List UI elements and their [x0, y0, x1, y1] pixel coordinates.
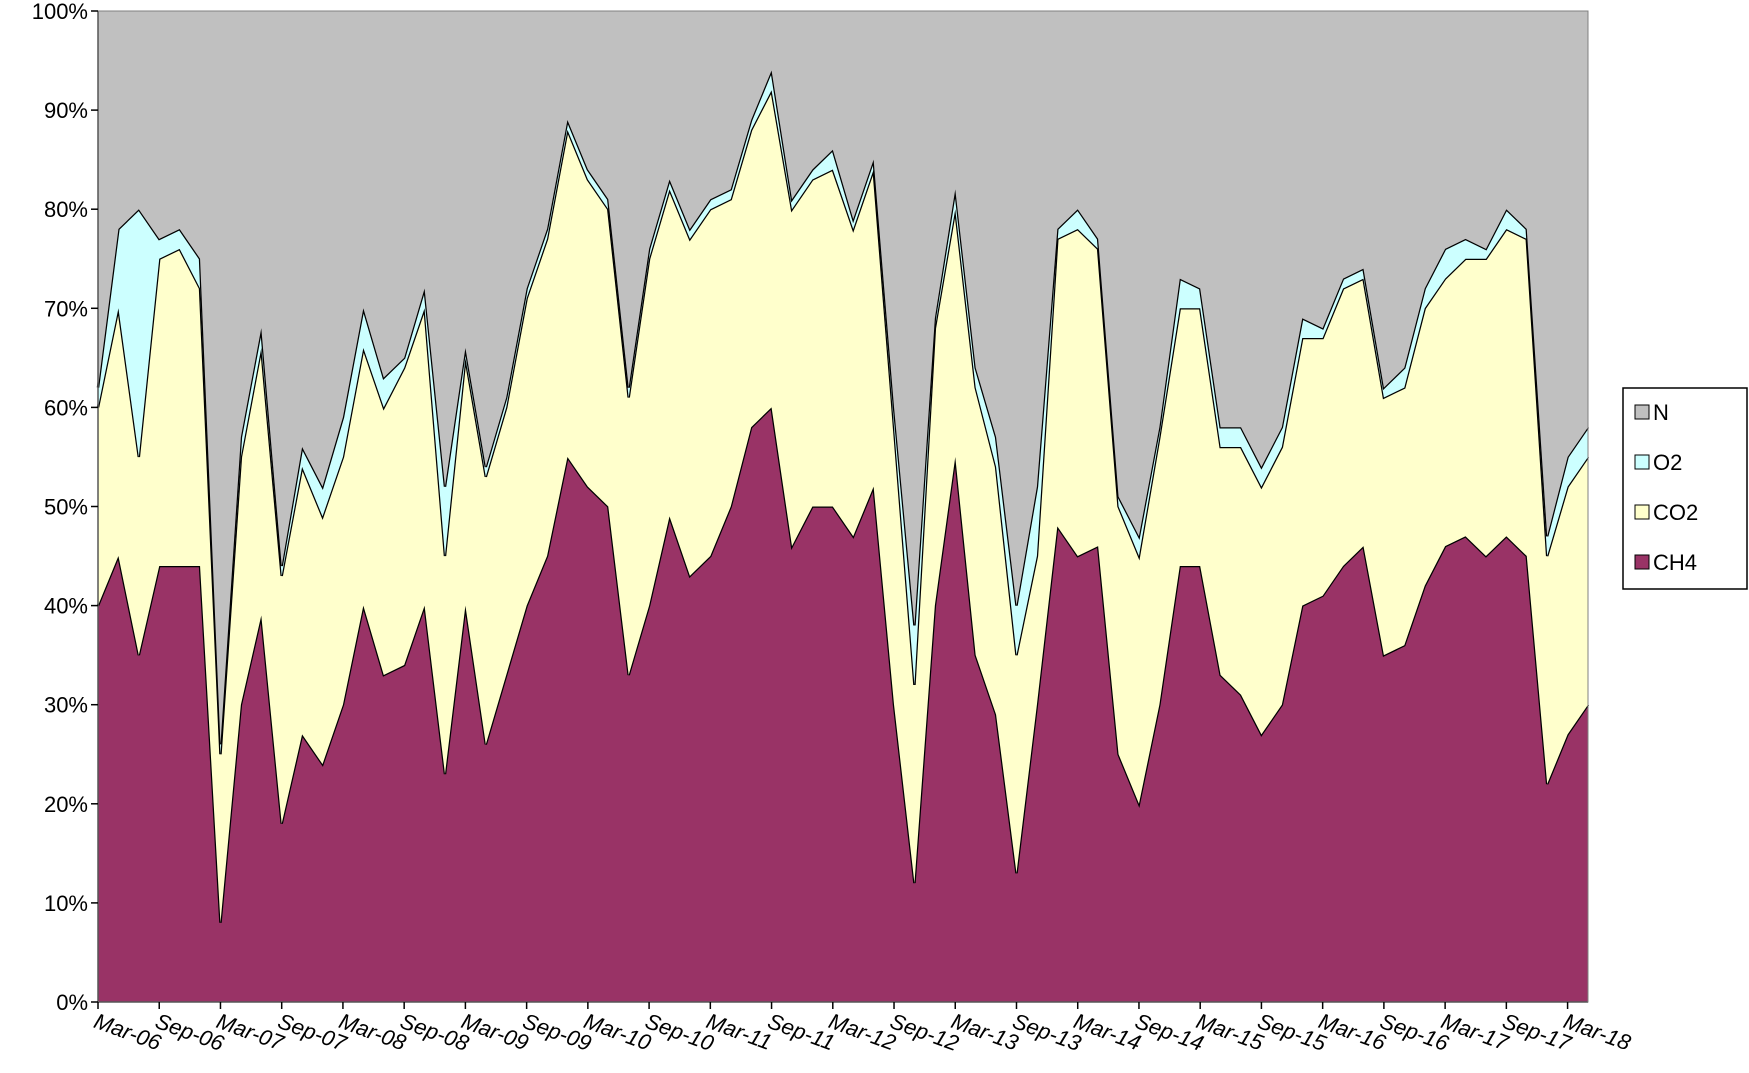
y-tick-label: 10%: [44, 891, 88, 916]
y-tick-label: 0%: [56, 990, 88, 1015]
legend-label: O2: [1653, 450, 1682, 475]
area: [98, 11, 1588, 745]
area: [98, 407, 1588, 1002]
y-tick-label: 60%: [44, 395, 88, 420]
legend-swatch: [1634, 504, 1650, 520]
legend-swatch: [1634, 554, 1650, 570]
area: [98, 90, 1588, 923]
legend-label: CH4: [1653, 550, 1697, 575]
x-tick-label: Mar-18: [1560, 1008, 1634, 1055]
legend-label: N: [1653, 400, 1669, 425]
y-tick-label: 40%: [44, 594, 88, 619]
legend-swatch: [1634, 454, 1650, 470]
y-tick-label: 100%: [32, 0, 88, 24]
legend-swatch: [1634, 404, 1650, 420]
y-tick-label: 90%: [44, 98, 88, 123]
y-tick-label: 20%: [44, 792, 88, 817]
y-tick-label: 50%: [44, 495, 88, 520]
y-tick-label: 30%: [44, 693, 88, 718]
y-tick-label: 80%: [44, 197, 88, 222]
legend-label: CO2: [1653, 500, 1698, 525]
y-tick-label: 70%: [44, 296, 88, 321]
